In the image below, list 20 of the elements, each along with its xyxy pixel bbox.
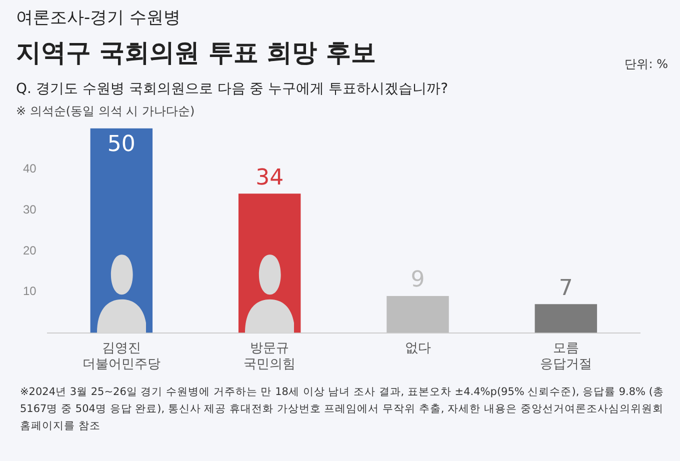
y-tick-label: 20 bbox=[22, 243, 37, 258]
data-label: 7 bbox=[558, 276, 573, 301]
x-tick-label: 김영진 더불어민주당 bbox=[82, 340, 160, 371]
data-label: 9 bbox=[410, 268, 425, 293]
data-label: 34 bbox=[256, 165, 284, 190]
text: ※ 의석순(동일 의석 시 가나다순) bbox=[16, 103, 195, 120]
chart-title: 지역구 국회의원 투표 희망 후보 bbox=[16, 37, 376, 69]
text: 여론조사-경기 수원병 bbox=[16, 7, 181, 29]
text: 단위: % bbox=[624, 56, 668, 73]
data-label: 50 bbox=[107, 132, 136, 157]
y-tick-label: 40 bbox=[22, 161, 37, 176]
x-tick-label: 없다 bbox=[404, 340, 431, 356]
y-tick-label: 30 bbox=[22, 202, 37, 216]
x-tick-label: 방문규 국민의힘 bbox=[244, 340, 296, 371]
bar bbox=[386, 296, 449, 333]
text: ※2024년 3월 25~26일 경기 수원병에 거주하는 만 18세 이상 남녀 조사 결과, 표본오차 ±4.4%p(95% 신뢰수준), 응답률 9.8% (총 5167명 중 504명 응답 완료), 통신사 제공 휴대전화 가상번호 프레임에서 무작위 추출, 자세한 내용은 중앙선거여론조사심의위원회 홈페이지를 참조 bbox=[20, 385, 665, 434]
x-tick-label: 모름 응답거절 bbox=[540, 340, 592, 371]
chart-subtitle: Q. 경기도 수원병 국회의원으로 다음 중 누구에게 투표하시겠습니까? bbox=[16, 80, 448, 98]
bar bbox=[534, 304, 598, 333]
y-tick-label: 10 bbox=[22, 284, 37, 298]
